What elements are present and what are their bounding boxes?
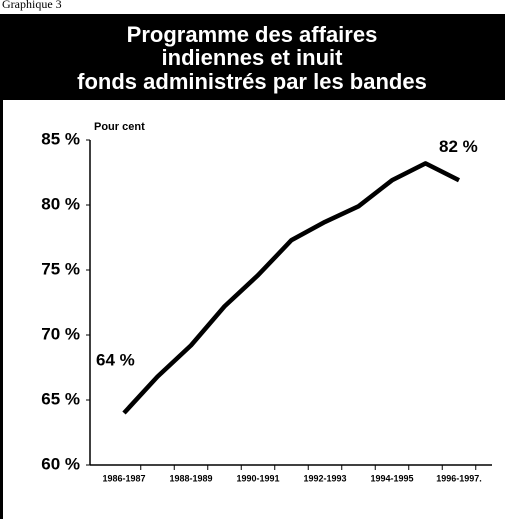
x-tick-label: 1994-1995 xyxy=(370,473,413,483)
title-box xyxy=(0,14,505,100)
y-axis-label: Pour cent xyxy=(94,121,145,133)
y-tick-label: 75 % xyxy=(41,259,80,278)
y-tick-label: 60 % xyxy=(41,454,80,473)
line xyxy=(122,161,461,415)
frame-left xyxy=(0,100,3,519)
y-tick-label: 85 % xyxy=(41,129,80,148)
y-tick-label: 80 % xyxy=(41,194,80,213)
y-tick-label: 70 % xyxy=(41,324,80,343)
chart-title: indiennes et inuit xyxy=(162,45,344,70)
chart-title: Programme des affaires xyxy=(127,22,378,47)
data-label: 64 % xyxy=(96,350,135,369)
x-tick-label: 1992-1993 xyxy=(303,473,346,483)
x-tick-label: 1990-1991 xyxy=(236,473,279,483)
x-tick-label: 1988-1989 xyxy=(169,473,212,483)
figure-label: Graphique 3 xyxy=(2,0,62,11)
data-label: 82 % xyxy=(439,137,478,156)
chart-title: fonds administrés par les bandes xyxy=(77,69,427,94)
y-tick-label: 65 % xyxy=(41,389,80,408)
x-tick-label: 1996-1997. xyxy=(436,473,482,483)
x-tick-label: 1986-1987 xyxy=(102,473,145,483)
